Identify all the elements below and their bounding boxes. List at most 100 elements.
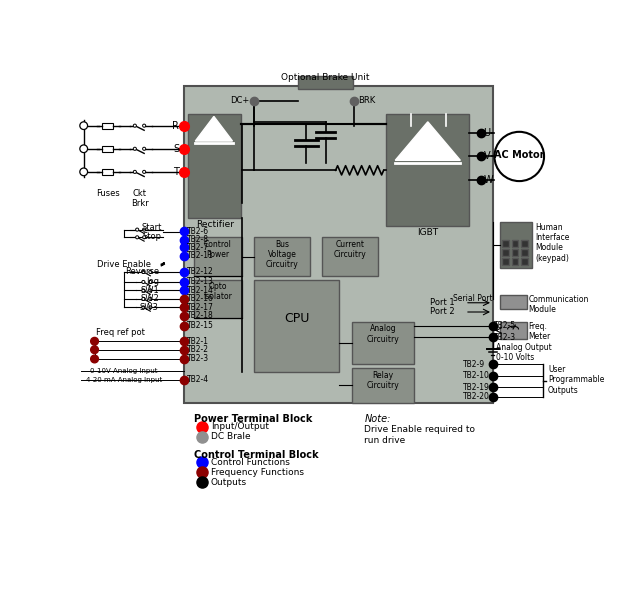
Bar [193,237,242,276]
Bar [512,240,518,246]
Text: Input/Output: Input/Output [211,422,269,431]
Text: Frequency Functions: Frequency Functions [211,468,304,477]
Circle shape [133,147,136,150]
Bar [254,237,310,276]
Circle shape [149,280,152,283]
Text: TB2-11: TB2-11 [187,251,213,260]
Circle shape [142,306,145,309]
Text: Relay
Circuitry: Relay Circuitry [366,371,399,390]
Circle shape [91,337,99,345]
Text: CPU: CPU [284,312,309,325]
Circle shape [143,228,146,231]
Circle shape [149,297,152,300]
Bar [512,249,518,256]
Bar [352,322,414,364]
Text: Port 2: Port 2 [430,307,454,316]
Text: Reverse: Reverse [125,267,159,276]
Text: Drive Enable required to
run drive: Drive Enable required to run drive [365,425,476,444]
Circle shape [143,124,146,127]
Text: 4-20 mA Analog Input: 4-20 mA Analog Input [86,377,162,383]
Bar [185,86,493,403]
Text: TB2-1: TB2-1 [187,337,209,346]
Text: TB2-9: TB2-9 [463,360,485,369]
Circle shape [133,124,136,127]
Text: Start: Start [141,223,162,232]
Text: Note:: Note: [365,414,391,425]
Text: TB2-20: TB2-20 [463,392,490,401]
Bar [188,114,241,218]
Text: TB2-16: TB2-16 [187,294,214,303]
Circle shape [133,170,136,173]
Bar [322,237,378,276]
Text: TB2-7: TB2-7 [187,243,209,252]
Circle shape [143,147,146,150]
Circle shape [142,270,145,273]
Text: SW3: SW3 [140,303,159,312]
Text: TB2-5: TB2-5 [495,321,516,330]
Circle shape [136,228,139,231]
Text: AC Motor: AC Motor [494,150,544,160]
Text: TB2-12: TB2-12 [187,267,213,276]
Text: TB2-13: TB2-13 [187,277,214,286]
Text: Analog
Circuitry: Analog Circuitry [366,324,399,344]
Bar [521,240,528,246]
Bar [521,249,528,256]
Text: Human
Interface
Module
(keypad): Human Interface Module (keypad) [536,222,570,263]
Bar [500,222,533,268]
Text: Control Functions: Control Functions [211,457,290,466]
Bar [298,75,353,90]
Text: TB2-4: TB2-4 [187,376,209,385]
Bar [512,258,518,265]
Text: Analog Output
0-10 Volts: Analog Output 0-10 Volts [496,343,552,362]
Text: TB2-8: TB2-8 [187,235,209,244]
Text: Control Terminal Block: Control Terminal Block [193,450,319,460]
Text: TB2-10: TB2-10 [463,371,490,380]
Text: TB2-15: TB2-15 [187,321,214,330]
Text: Rectifier: Rectifier [196,219,234,228]
Text: User
Programmable
Outputs: User Programmable Outputs [548,365,604,395]
Text: V: V [484,151,490,161]
Text: TB2-3: TB2-3 [187,355,209,364]
Text: Fuses: Fuses [96,189,120,198]
Bar [502,240,509,246]
Text: SW1: SW1 [140,286,159,295]
Circle shape [149,270,152,273]
Text: Drive Enable: Drive Enable [97,260,151,269]
Circle shape [91,346,99,353]
Bar [102,123,113,129]
Bar [352,368,414,403]
Circle shape [142,297,145,300]
Text: TB2-17: TB2-17 [187,303,214,312]
Text: Ckt
Brkr: Ckt Brkr [131,189,148,208]
Circle shape [143,236,146,239]
Text: W: W [484,175,494,185]
Text: Stop: Stop [143,232,162,241]
Bar [386,114,469,226]
Circle shape [136,236,139,239]
Circle shape [149,306,152,309]
Text: S: S [173,144,179,154]
Text: Optional Brake Unit: Optional Brake Unit [281,74,370,83]
Text: TB2-18: TB2-18 [187,312,213,321]
Text: Outputs: Outputs [211,478,247,487]
Text: T: T [173,167,179,177]
Circle shape [149,289,152,292]
Circle shape [142,280,145,283]
Circle shape [143,170,146,173]
Text: Control
Power: Control Power [204,240,232,259]
Text: Jog: Jog [146,277,159,286]
Text: U: U [484,129,490,138]
Text: Bus
Voltage
Circuitry: Bus Voltage Circuitry [266,240,298,270]
Text: BRK: BRK [358,96,375,105]
Text: Opto
Isolator: Opto Isolator [203,282,232,301]
Circle shape [80,122,87,130]
Text: TB2-19: TB2-19 [463,383,490,392]
Text: R: R [172,121,179,130]
Polygon shape [195,117,232,141]
Text: Serial Port: Serial Port [453,294,493,303]
Text: TB2-2: TB2-2 [187,345,209,354]
Bar [502,258,509,265]
Text: TB2-6: TB2-6 [187,227,209,236]
Bar [193,280,242,318]
Bar [500,295,527,309]
